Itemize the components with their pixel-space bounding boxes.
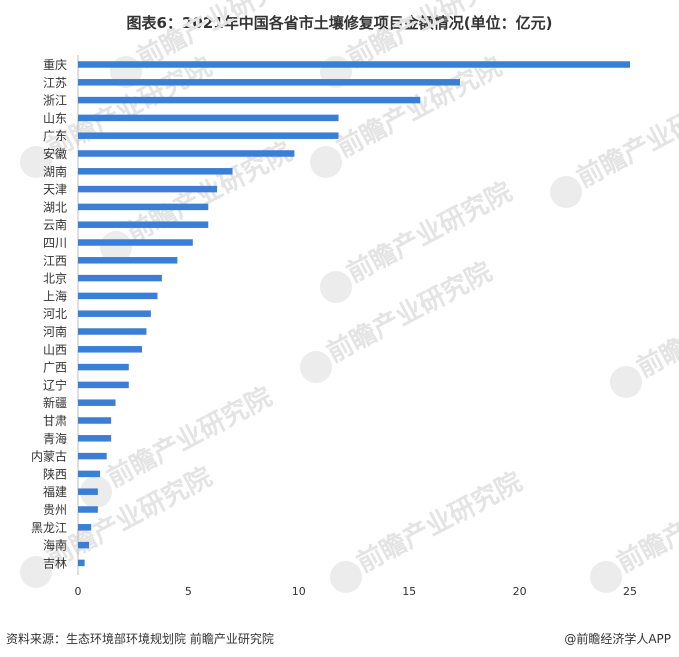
x-tick-label: 10 (292, 585, 306, 598)
y-tick-label: 北京 (43, 272, 67, 286)
bar (78, 310, 151, 317)
bar (78, 488, 98, 495)
y-tick-label: 天津 (43, 183, 67, 197)
x-tick-label: 20 (513, 585, 527, 598)
watermark-logo (20, 556, 52, 588)
bar (78, 203, 209, 211)
watermark-logo (310, 146, 342, 178)
x-tick-label: 25 (623, 585, 637, 598)
watermark-logo (550, 176, 582, 208)
y-tick-label: 重庆 (43, 58, 67, 72)
bar (78, 346, 143, 353)
bar (78, 452, 107, 460)
y-tick-label: 陕西 (43, 466, 67, 481)
bar (78, 524, 92, 531)
bar (78, 328, 147, 335)
bar (78, 292, 158, 300)
watermark-text: 前瞻产业研究院 (632, 271, 679, 384)
bar (78, 363, 129, 371)
bar (78, 559, 85, 567)
y-tick-label: 浙江 (43, 94, 67, 108)
brand-credit: @前瞻经济学人APP (564, 632, 671, 646)
y-tick-label: 四川 (43, 236, 67, 250)
y-tick-label: 广东 (43, 129, 67, 143)
y-tick-label: 云南 (43, 217, 67, 232)
bar (78, 150, 295, 157)
source-note: 资料来源：生态环境部环境规划院 前瞻产业研究院 (6, 632, 274, 646)
x-tick-label: 5 (185, 585, 192, 598)
watermark-logo (610, 366, 642, 398)
bar (78, 541, 90, 549)
y-tick-label: 安徽 (43, 146, 67, 161)
x-tick-label: 0 (75, 585, 82, 598)
y-tick-label: 河南 (43, 324, 67, 339)
watermark-text: 前瞻产业研究院 (572, 81, 679, 194)
bar (78, 114, 339, 122)
bar (78, 274, 162, 282)
watermark-logo (590, 561, 622, 593)
y-tick-label: 上海 (43, 288, 67, 303)
y-tick-label: 新疆 (43, 395, 67, 410)
y-tick-label: 吉林 (43, 556, 67, 570)
y-tick-label: 湖南 (43, 164, 67, 179)
bar (78, 221, 209, 228)
watermark-logo (330, 561, 362, 593)
y-tick-label: 江苏 (43, 76, 67, 90)
y-tick-label: 河北 (43, 307, 67, 321)
bar (78, 417, 112, 424)
bars: 重庆江苏浙江山东广东安徽湖南天津湖北云南四川江西北京上海河北河南山西广西辽宁新疆… (31, 58, 630, 570)
y-tick-label: 青海 (43, 431, 67, 446)
y-tick-label: 山东 (43, 111, 67, 125)
bar (78, 79, 460, 86)
bar (78, 399, 116, 406)
y-tick-label: 贵州 (43, 503, 67, 517)
x-tick-label: 15 (402, 585, 416, 598)
bar (78, 168, 233, 175)
y-tick-label: 内蒙古 (31, 449, 67, 464)
watermark-logo (20, 146, 52, 178)
y-tick-label: 江西 (43, 254, 67, 268)
y-tick-label: 海南 (43, 538, 67, 553)
bar (78, 470, 101, 478)
y-tick-label: 福建 (43, 484, 67, 499)
watermark-text: 前瞻产业研究院 (612, 466, 679, 579)
bar (78, 132, 339, 139)
bar (78, 381, 129, 389)
y-tick-label: 辽宁 (43, 377, 67, 392)
watermark-text: 前瞻产业研究院 (352, 466, 527, 579)
bar (78, 257, 178, 264)
bar (78, 435, 112, 442)
y-tick-label: 湖北 (43, 199, 67, 214)
bar (78, 61, 630, 68)
watermark-logo (320, 271, 352, 303)
bar (78, 96, 421, 104)
y-tick-label: 广西 (43, 361, 67, 375)
bar (78, 239, 193, 246)
watermark-logo (100, 231, 132, 263)
bar (78, 506, 98, 513)
bar (78, 185, 218, 193)
y-tick-label: 山西 (43, 343, 67, 357)
watermark-logo (300, 351, 332, 383)
chart-title: 图表6：2021年中国各省市土壤修复项目金额情况(单位：亿元) (126, 14, 553, 32)
y-tick-label: 甘肃 (43, 414, 67, 428)
y-tick-label: 黑龙江 (31, 521, 67, 535)
